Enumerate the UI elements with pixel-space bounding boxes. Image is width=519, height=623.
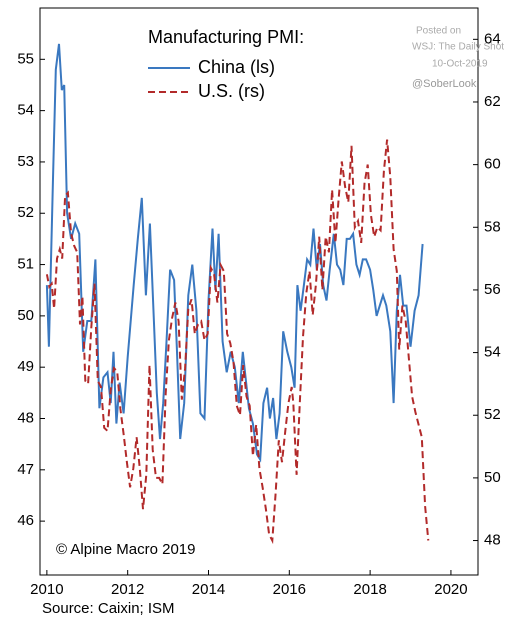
y-tick-label: 54 [17,102,34,119]
watermark: 10-Oct-2019 [432,59,488,70]
legend-label: U.S. (rs) [198,81,265,101]
y2-tick-label: 50 [484,469,501,486]
x-tick-label: 2020 [434,581,467,598]
y-tick-label: 55 [17,50,34,67]
y-tick-label: 50 [17,307,34,324]
y2-tick-label: 56 [484,281,501,298]
plot-frame [39,7,479,576]
y-tick-label: 51 [17,256,34,273]
y2-tick-label: 52 [484,406,501,423]
x-tick-label: 2012 [111,581,144,598]
y2-tick-label: 64 [484,30,501,47]
copyright: © Alpine Macro 2019 [56,541,195,558]
y-tick-label: 46 [17,512,34,529]
y2-tick-label: 62 [484,93,501,110]
x-tick-label: 2016 [273,581,306,598]
y2-tick-label: 60 [484,156,501,173]
x-tick-label: 2018 [353,581,386,598]
source: Source: Caixin; ISM [42,600,175,617]
legend-label: China (ls) [198,57,275,77]
y-tick-label: 52 [17,204,34,221]
watermark: WSJ: The Daily Shot [412,42,504,53]
series-line [45,139,430,545]
chart-title: Manufacturing PMI: [148,27,304,47]
watermark: Posted on [416,26,461,37]
y-tick-label: 53 [17,153,34,170]
x-tick-label: 2010 [30,581,63,598]
y2-tick-label: 54 [484,344,501,361]
series-line [45,43,424,463]
watermark: @SoberLook [412,78,477,90]
y-tick-label: 49 [17,358,34,375]
x-tick-label: 2014 [192,581,225,598]
y2-tick-label: 58 [484,218,501,235]
y2-tick-label: 48 [484,532,501,549]
y-tick-label: 47 [17,461,34,478]
y-tick-label: 48 [17,409,34,426]
